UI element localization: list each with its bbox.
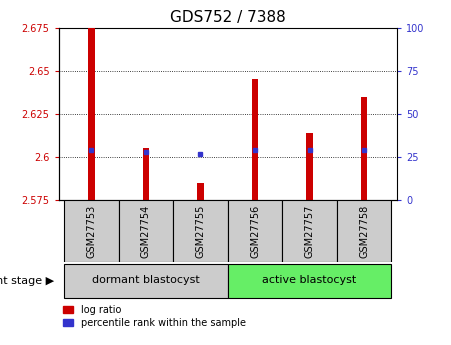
Bar — [197, 183, 204, 200]
Bar — [143, 148, 149, 200]
Bar — [282, 200, 337, 262]
Bar — [119, 200, 173, 262]
Text: GSM27757: GSM27757 — [304, 205, 315, 258]
Bar — [173, 200, 228, 262]
Bar — [228, 200, 282, 262]
Bar — [64, 264, 228, 298]
Text: GSM27753: GSM27753 — [86, 205, 97, 258]
Bar — [337, 200, 391, 262]
Text: GSM27758: GSM27758 — [359, 205, 369, 258]
Bar — [361, 97, 368, 200]
Text: GSM27755: GSM27755 — [195, 205, 206, 258]
Bar — [228, 264, 391, 298]
Bar — [306, 133, 313, 200]
Title: GDS752 / 7388: GDS752 / 7388 — [170, 10, 285, 25]
Text: active blastocyst: active blastocyst — [262, 275, 357, 285]
Bar — [88, 28, 95, 200]
Legend: log ratio, percentile rank within the sample: log ratio, percentile rank within the sa… — [64, 305, 246, 328]
Bar — [252, 79, 258, 200]
Text: dormant blastocyst: dormant blastocyst — [92, 275, 200, 285]
Bar — [64, 200, 119, 262]
Text: development stage ▶: development stage ▶ — [0, 276, 54, 286]
Text: GSM27754: GSM27754 — [141, 205, 151, 258]
Text: GSM27756: GSM27756 — [250, 205, 260, 258]
